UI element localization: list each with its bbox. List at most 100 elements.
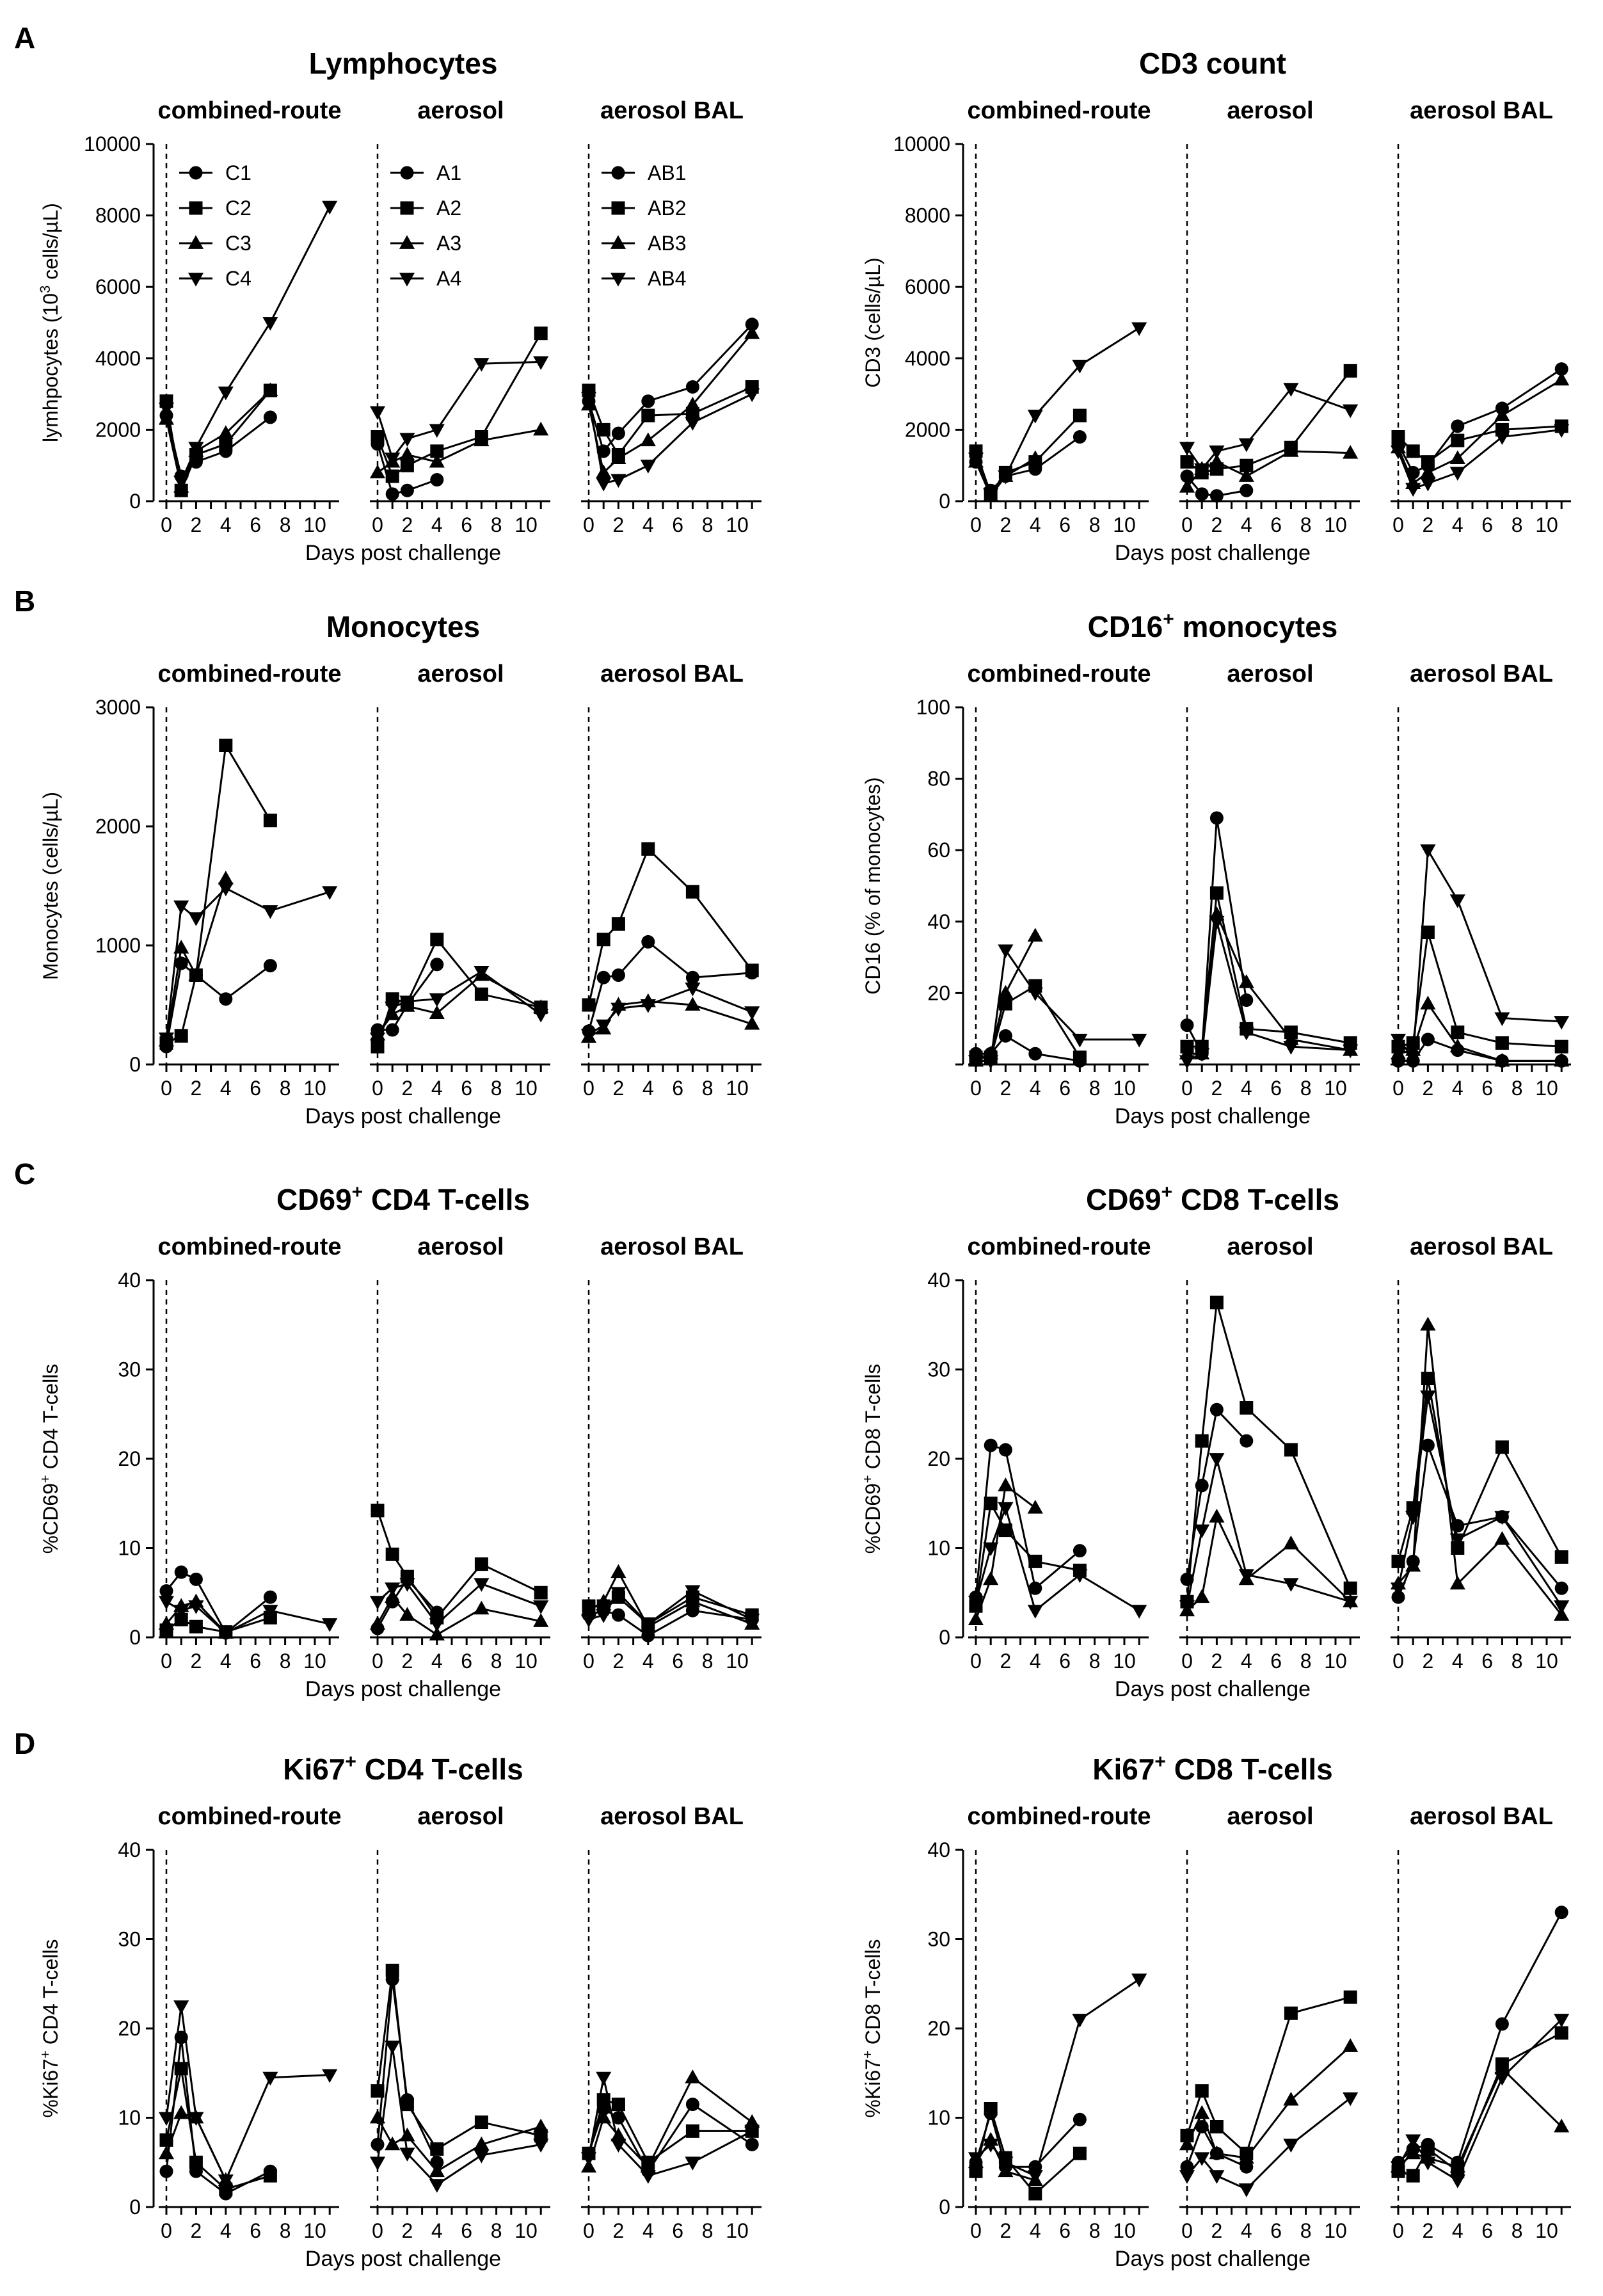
y-tick-label: 0 — [129, 1053, 141, 1076]
y-tick-label: 20 — [927, 2017, 950, 2040]
data-point — [744, 325, 760, 339]
title-main: Ki67 — [283, 1753, 345, 1786]
data-point — [1209, 1296, 1224, 1310]
data-point — [430, 933, 444, 947]
series-C4 — [158, 1596, 338, 1641]
data-point — [533, 2139, 549, 2153]
title-sup: + — [345, 1751, 356, 1772]
data-point — [1554, 2014, 1570, 2028]
data-point — [262, 317, 278, 331]
data-point — [1179, 1600, 1195, 1614]
data-point — [1421, 2142, 1435, 2156]
group-2: aerosol BAL 0 2 4 6 8 10 — [1390, 661, 1571, 1100]
group-label: aerosol — [1227, 661, 1313, 687]
series-AB3 — [1390, 2060, 1570, 2173]
series-AB4 — [1390, 1390, 1570, 1614]
data-point — [1390, 1034, 1407, 1048]
series-line — [376, 2046, 541, 2187]
x-tick-label: 4 — [1452, 1077, 1463, 1100]
data-point — [1554, 2026, 1568, 2040]
series-line — [1397, 847, 1562, 1060]
data-point — [1209, 915, 1225, 930]
data-point — [188, 1600, 204, 1614]
x-tick-label: 10 — [303, 1077, 326, 1100]
series-line — [166, 743, 271, 1044]
data-point — [1390, 1045, 1407, 1060]
data-point — [173, 476, 189, 490]
data-point — [263, 1590, 277, 1604]
y-tick-label: 2000 — [905, 418, 950, 441]
y-tick-label: 40 — [118, 1269, 141, 1292]
x-tick-label: 8 — [1089, 513, 1101, 536]
x-tick-label: 10 — [1535, 513, 1558, 536]
series-line — [1397, 1445, 1563, 1598]
x-tick-label: 8 — [491, 2219, 502, 2242]
group-label: aerosol — [417, 1233, 504, 1260]
data-point — [685, 885, 699, 899]
y-tick-label: 2000 — [95, 815, 141, 838]
data-point — [429, 424, 445, 438]
series-C2 — [969, 1497, 1087, 1613]
data-point — [1449, 1038, 1465, 1053]
chart-title: Ki67+ CD4 T-cells — [283, 1751, 523, 1786]
group-label: combined-route — [157, 97, 341, 124]
data-point — [1179, 479, 1195, 493]
x-tick-label: 4 — [1241, 1650, 1252, 1673]
x-axis-label: Days post challenge — [1115, 541, 1311, 565]
y-axis-label: %Ki67+ CD8 T-cells — [859, 1939, 884, 2117]
data-point — [1451, 433, 1465, 447]
data-point — [596, 2109, 612, 2124]
title-sup: + — [1163, 609, 1174, 630]
data-point — [1238, 1569, 1254, 1583]
series-A4 — [1179, 1453, 1359, 1614]
legend-label: AB3 — [648, 232, 686, 255]
chart-lymphocytes: ALymphocytes0200040006000800010000lymhpo… — [14, 21, 762, 565]
x-tick-label: 2 — [613, 1650, 625, 1673]
data-point — [399, 2147, 415, 2162]
data-point — [968, 1596, 984, 1610]
series-C1 — [969, 1438, 1087, 1604]
y-axis-label: lymhpocytes (103 cells/µL) — [37, 203, 62, 442]
data-point — [533, 1008, 549, 1023]
x-tick-label: 6 — [250, 2219, 261, 2242]
y-tick-label: 10 — [927, 1537, 950, 1560]
legend: AB1 AB2 AB3 AB4 — [602, 161, 686, 290]
series-C2 — [159, 739, 277, 1050]
data-point — [533, 1600, 549, 1614]
group-0: combined-route 0 2 4 6 8 10 — [967, 1233, 1151, 1673]
data-point — [173, 2105, 189, 2119]
x-tick-label: 8 — [280, 513, 291, 536]
data-point — [1179, 1055, 1195, 1070]
data-point — [159, 2164, 173, 2178]
data-point — [1209, 2170, 1225, 2184]
legend: A1 A2 A3 A4 — [390, 161, 461, 290]
data-point — [1238, 468, 1254, 482]
series-A2 — [371, 1504, 548, 1625]
data-point — [158, 411, 175, 425]
data-point — [1283, 1578, 1299, 1592]
series-line — [1186, 475, 1247, 497]
data-point — [385, 1001, 401, 1016]
data-point — [640, 1618, 656, 1632]
x-tick-label: 6 — [1059, 2219, 1071, 2242]
x-tick-label: 10 — [726, 1077, 749, 1100]
x-tick-label: 0 — [583, 1077, 594, 1100]
data-point — [1131, 1034, 1147, 1048]
series-C4 — [968, 1502, 1147, 1619]
y-tick-label: 10000 — [893, 132, 950, 156]
series-A3 — [369, 1589, 549, 1641]
data-point — [611, 426, 625, 440]
data-point — [474, 2136, 490, 2151]
data-point — [1027, 927, 1043, 942]
x-tick-label: 2 — [1000, 1077, 1012, 1100]
data-point — [1405, 1051, 1421, 1066]
data-point — [399, 1578, 415, 1592]
data-point — [399, 2127, 415, 2142]
data-point — [1494, 2060, 1510, 2075]
y-label-sup: + — [859, 2050, 875, 2059]
y-tick-label: 3000 — [95, 696, 141, 719]
data-point — [984, 1497, 998, 1511]
y-tick-label: 40 — [927, 1269, 950, 1292]
x-tick-label: 0 — [372, 1077, 383, 1100]
y-tick-label: 0 — [939, 490, 950, 513]
